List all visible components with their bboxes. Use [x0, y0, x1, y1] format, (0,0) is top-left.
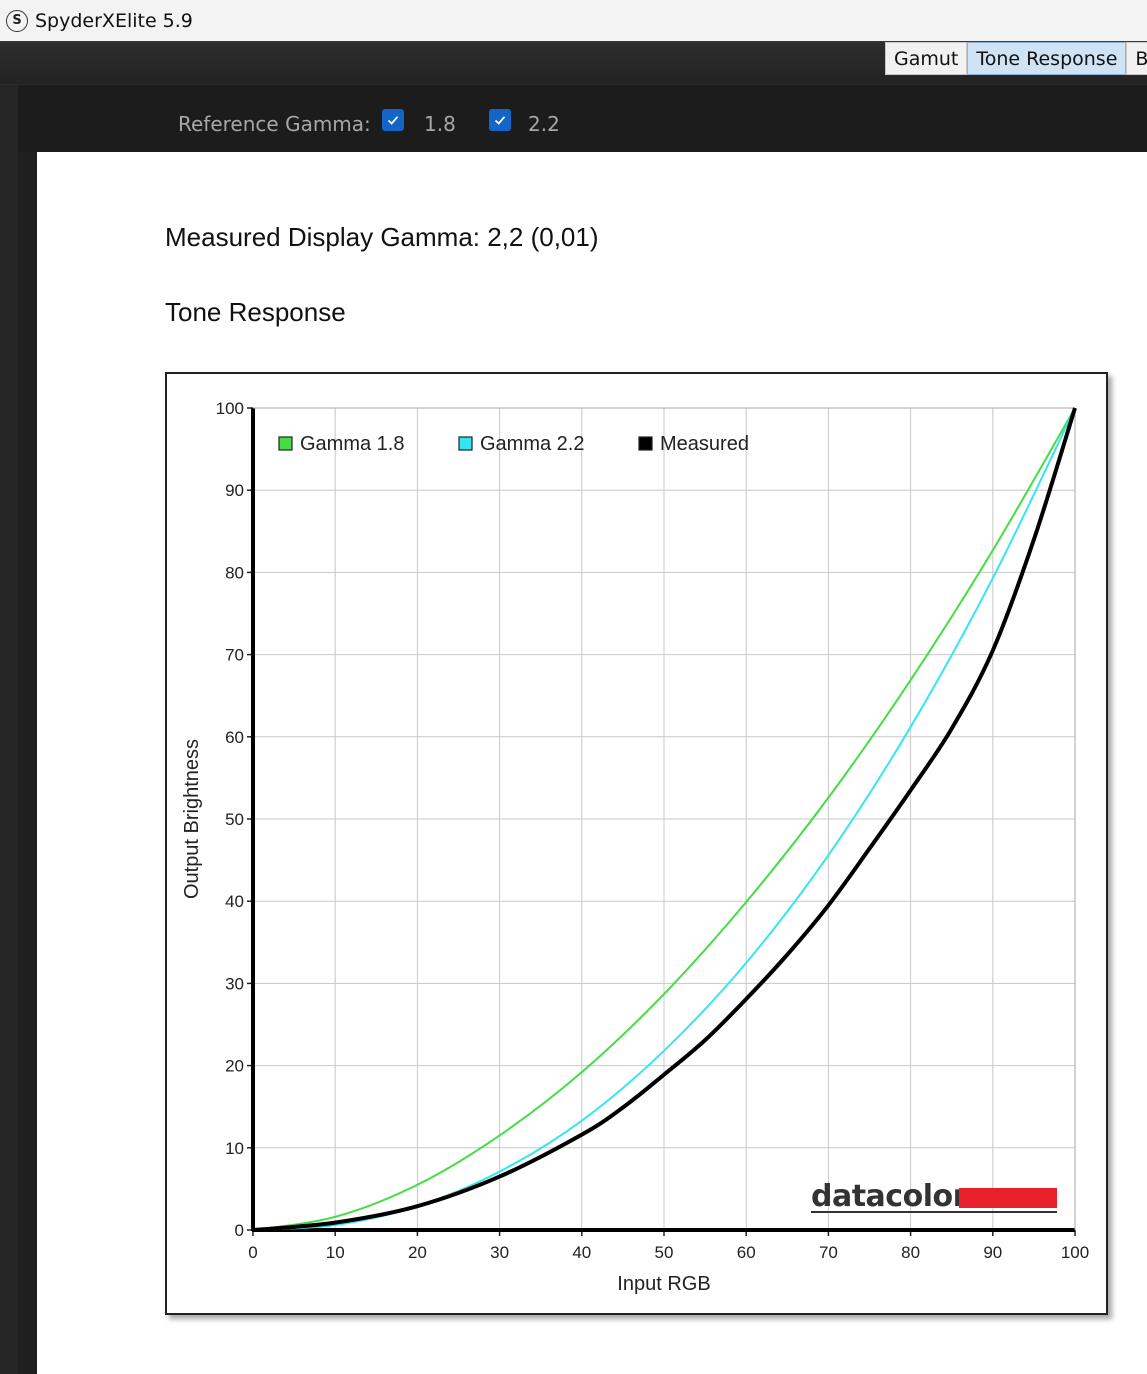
checkmark-icon — [494, 116, 506, 125]
checkmark-icon — [387, 116, 399, 125]
y-tick-label: 60 — [225, 728, 244, 747]
legend-label-gamma-1-8: Gamma 1.8 — [300, 433, 404, 455]
x-tick-label: 20 — [408, 1243, 427, 1262]
gamma-2-2-label: 2.2 — [528, 112, 560, 136]
y-axis-label: Output Brightness — [181, 739, 203, 899]
x-tick-label: 60 — [737, 1243, 756, 1262]
legend-label-gamma-2-2: Gamma 2.2 — [480, 433, 584, 455]
x-tick-label: 0 — [248, 1243, 257, 1262]
gamma-2-2-checkbox[interactable] — [489, 109, 511, 131]
y-tick-label: 20 — [225, 1057, 244, 1076]
tone-response-chart: 0 10 20 30 40 50 60 70 80 90 100 0 10 20 30 40 50 60 70 80 9… — [165, 372, 1108, 1315]
y-tick-label: 10 — [225, 1139, 244, 1158]
datacolor-logo: datacolor — [811, 1179, 968, 1214]
content-panel: Measured Display Gamma: 2,2 (0,01) Tone … — [37, 152, 1147, 1374]
x-tick-label: 70 — [819, 1243, 838, 1262]
x-tick-label: 80 — [901, 1243, 920, 1262]
legend-swatch-gamma-2-2 — [458, 436, 473, 451]
datacolor-logo-bar — [959, 1188, 1057, 1208]
left-rail — [0, 85, 18, 1374]
gamma-1-8-checkbox[interactable] — [382, 109, 404, 131]
title-bar: S SpyderXElite 5.9 — [0, 0, 1147, 41]
legend-swatch-measured — [638, 436, 653, 451]
app-icon: S — [6, 9, 28, 32]
y-tick-label: 90 — [225, 481, 244, 500]
tab-strip: Gamut Tone Response Br — [885, 42, 1147, 77]
y-tick-label: 70 — [225, 646, 244, 665]
legend-swatch-gamma-1-8 — [278, 436, 293, 451]
x-tick-label: 40 — [572, 1243, 591, 1262]
tab-tone-response[interactable]: Tone Response — [967, 42, 1127, 75]
y-tick-label: 50 — [225, 810, 244, 829]
window-title: SpyderXElite 5.9 — [35, 9, 193, 32]
x-tick-label: 100 — [1061, 1243, 1089, 1262]
y-tick-label: 40 — [225, 892, 244, 911]
x-tick-label: 50 — [655, 1243, 674, 1262]
x-axis-label: Input RGB — [617, 1273, 710, 1295]
x-tick-label: 90 — [983, 1243, 1002, 1262]
x-tick-label: 10 — [326, 1243, 345, 1262]
series-line-measured — [252, 407, 1077, 1232]
x-tick-label: 30 — [490, 1243, 509, 1262]
tone-response-heading: Tone Response — [165, 297, 346, 327]
tab-brightness[interactable]: Br — [1126, 42, 1147, 75]
measured-gamma-heading: Measured Display Gamma: 2,2 (0,01) — [165, 222, 599, 252]
tab-gamut[interactable]: Gamut — [885, 42, 968, 75]
series-line-gamma-1-8 — [252, 407, 1076, 1231]
gamma-1-8-label: 1.8 — [424, 112, 456, 136]
y-tick-label: 30 — [225, 974, 244, 993]
y-tick-label: 0 — [235, 1221, 244, 1240]
chart-canvas: 0 10 20 30 40 50 60 70 80 90 100 0 10 20 30 40 50 60 70 80 9… — [181, 399, 1089, 1295]
y-tick-label: 100 — [216, 399, 244, 418]
legend-label-measured: Measured — [660, 433, 749, 455]
y-tick-label: 80 — [225, 563, 244, 582]
reference-gamma-row: Reference Gamma: 1.8 2.2 — [18, 85, 1147, 152]
reference-gamma-label: Reference Gamma: — [178, 112, 371, 136]
